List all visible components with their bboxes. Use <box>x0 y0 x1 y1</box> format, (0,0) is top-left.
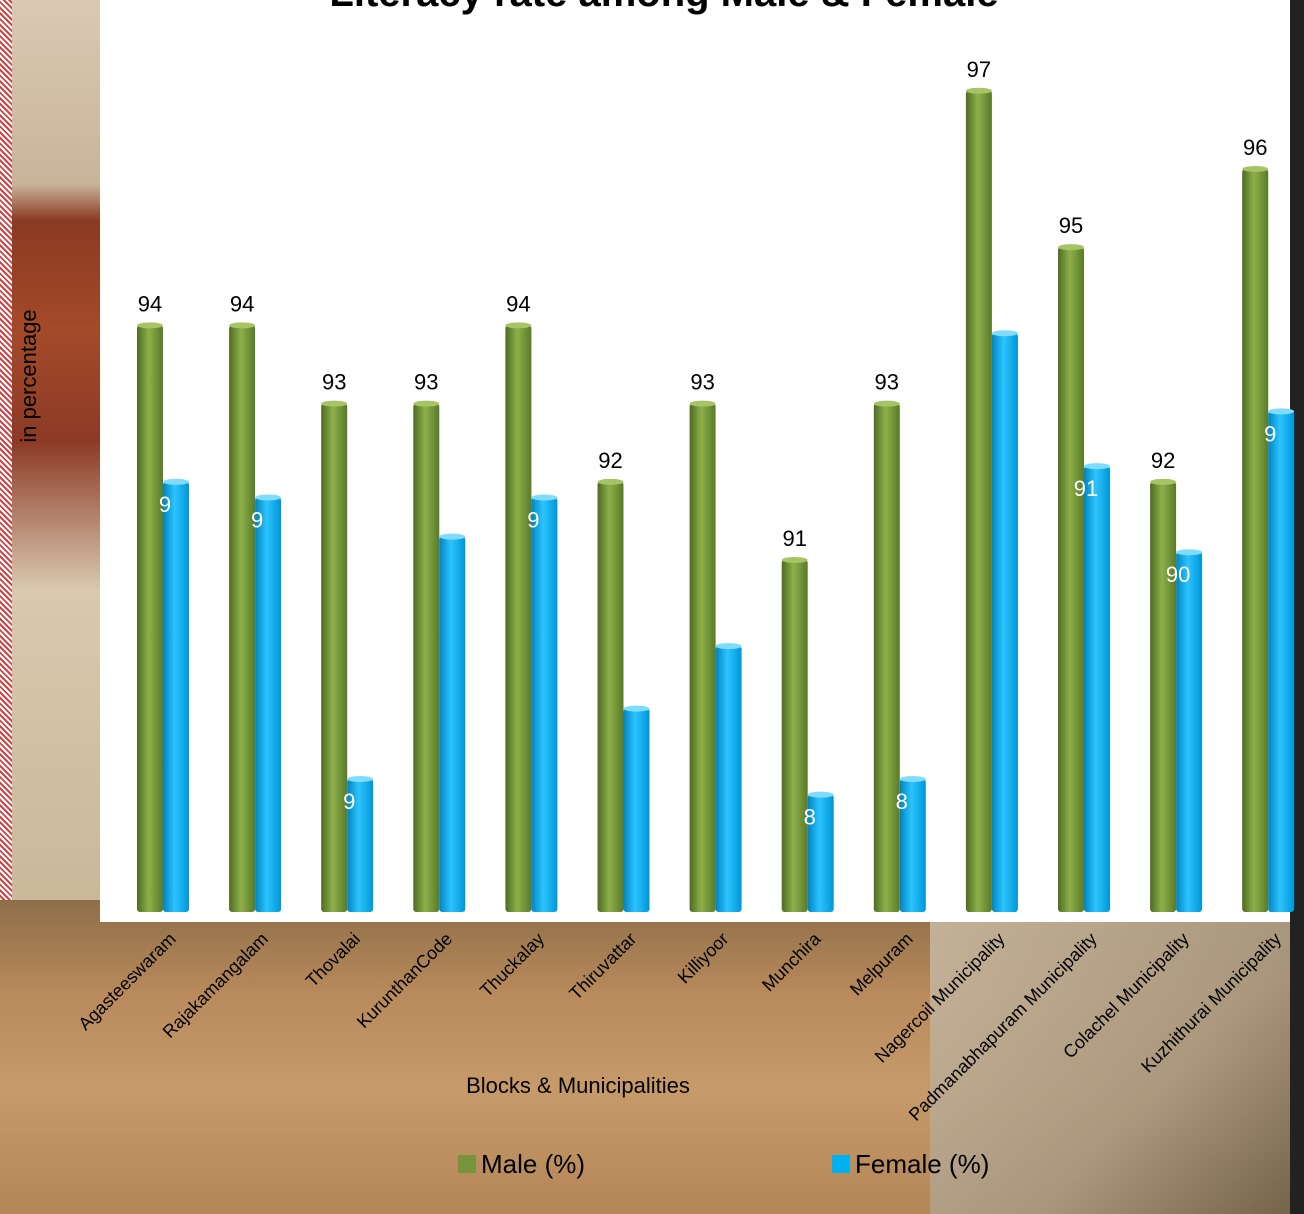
male-value-label: 91 <box>782 526 806 551</box>
male-value-label: 96 <box>1243 135 1267 160</box>
female-value-label: 8 <box>804 805 816 830</box>
female-value-label: 9 <box>343 789 355 814</box>
male-bar <box>229 325 256 913</box>
male-bar-cap <box>597 478 624 485</box>
female-bar <box>347 779 374 912</box>
female-bar-cap <box>991 330 1018 337</box>
female-bar <box>807 794 834 912</box>
female-bar-cap <box>163 478 189 485</box>
male-bar-cap <box>413 400 440 407</box>
female-bar-cap <box>715 643 742 650</box>
x-tick-label: Munchira <box>758 928 825 995</box>
male-bar <box>873 403 900 912</box>
legend-swatch-female <box>832 1155 850 1173</box>
male-bar-cap <box>1150 478 1177 485</box>
female-bar-cap <box>899 776 926 783</box>
male-bar-cap <box>781 557 808 564</box>
male-value-label: 94 <box>138 291 162 316</box>
female-bar <box>991 333 1018 912</box>
male-bar-cap <box>505 322 532 329</box>
female-bar <box>623 708 650 912</box>
female-value-label: 9 <box>251 507 263 532</box>
female-value-label: 9 <box>527 507 539 532</box>
male-bar-cap <box>1242 165 1269 172</box>
y-axis-label: in percentage <box>16 309 41 442</box>
female-bar <box>1268 411 1295 912</box>
legend-label-female: Female (%) <box>855 1149 989 1179</box>
male-bar-cap <box>137 322 163 329</box>
female-bar-cap <box>807 791 834 798</box>
male-bar <box>137 325 163 913</box>
female-bar <box>439 536 466 912</box>
male-value-label: 93 <box>414 370 438 395</box>
x-tick-label: Agasteeswaram <box>74 929 179 1034</box>
x-tick-label: Melpuram <box>846 929 917 1000</box>
legend-swatch-male <box>458 1155 476 1173</box>
female-bar <box>531 497 558 912</box>
male-bar <box>1242 168 1269 912</box>
male-value-label: 92 <box>598 448 622 473</box>
female-bar <box>899 779 926 912</box>
x-axis-label: Blocks & Municipalities <box>466 1073 690 1098</box>
male-value-label: 97 <box>967 57 991 82</box>
x-tick-label: Killiyoor <box>674 929 733 988</box>
female-bar-cap <box>1084 463 1110 470</box>
male-bar <box>689 403 716 912</box>
x-tick-label: Thuckalay <box>476 929 548 1001</box>
x-tick-label: Padmanabhapuram Municipality <box>905 929 1101 1125</box>
male-bar <box>965 90 992 912</box>
female-bar <box>1176 552 1203 912</box>
female-bar-cap <box>1268 408 1295 415</box>
male-value-label: 94 <box>506 291 530 316</box>
background-building-photo <box>12 0 112 920</box>
x-tick-label: Thovalai <box>302 929 364 991</box>
male-bar-cap <box>873 400 900 407</box>
female-bar-cap <box>347 776 374 783</box>
male-bar-cap <box>689 400 716 407</box>
female-bar-cap <box>623 705 650 712</box>
male-bar-cap <box>1058 244 1084 251</box>
female-value-label: 8 <box>896 789 908 814</box>
male-value-label: 95 <box>1059 213 1083 238</box>
male-bar <box>505 325 532 913</box>
male-value-label: 93 <box>875 370 899 395</box>
legend-label-male: Male (%) <box>481 1149 585 1179</box>
female-value-label: 91 <box>1074 476 1098 501</box>
male-value-label: 92 <box>1151 448 1175 473</box>
x-tick-label: KurunthanCode <box>353 929 456 1032</box>
female-value-label: 9 <box>159 492 171 517</box>
female-bar-cap <box>439 533 466 540</box>
chart-title: Literacy rate among Male & Female <box>329 0 998 15</box>
bars-group: 94 9 94 9 93 9 93 94 9 92 93 91 8 93 8 97 95 91 92 90 96 9 <box>137 57 1295 913</box>
female-bar <box>255 497 282 912</box>
male-value-label: 93 <box>690 370 714 395</box>
legend: Male (%) Female (%) <box>458 1149 989 1179</box>
male-value-label: 93 <box>322 370 346 395</box>
female-bar <box>1084 466 1110 912</box>
x-tick-label: Thiruvattar <box>565 929 640 1004</box>
male-value-label: 94 <box>230 291 254 316</box>
female-bar <box>715 646 742 912</box>
male-bar-cap <box>229 322 256 329</box>
male-bar <box>1150 481 1177 912</box>
male-bar-cap <box>321 400 348 407</box>
male-bar <box>597 481 624 912</box>
male-bar <box>321 403 348 912</box>
male-bar <box>1058 247 1084 912</box>
female-bar-cap <box>255 494 282 501</box>
male-bar <box>781 560 808 912</box>
female-value-label: 9 <box>1264 421 1276 446</box>
male-bar-cap <box>965 87 992 94</box>
male-bar <box>413 403 440 912</box>
female-value-label: 90 <box>1166 562 1190 587</box>
female-bar <box>163 481 189 912</box>
female-bar-cap <box>531 494 558 501</box>
female-bar-cap <box>1176 549 1203 556</box>
background-steps-photo <box>930 920 1304 1214</box>
